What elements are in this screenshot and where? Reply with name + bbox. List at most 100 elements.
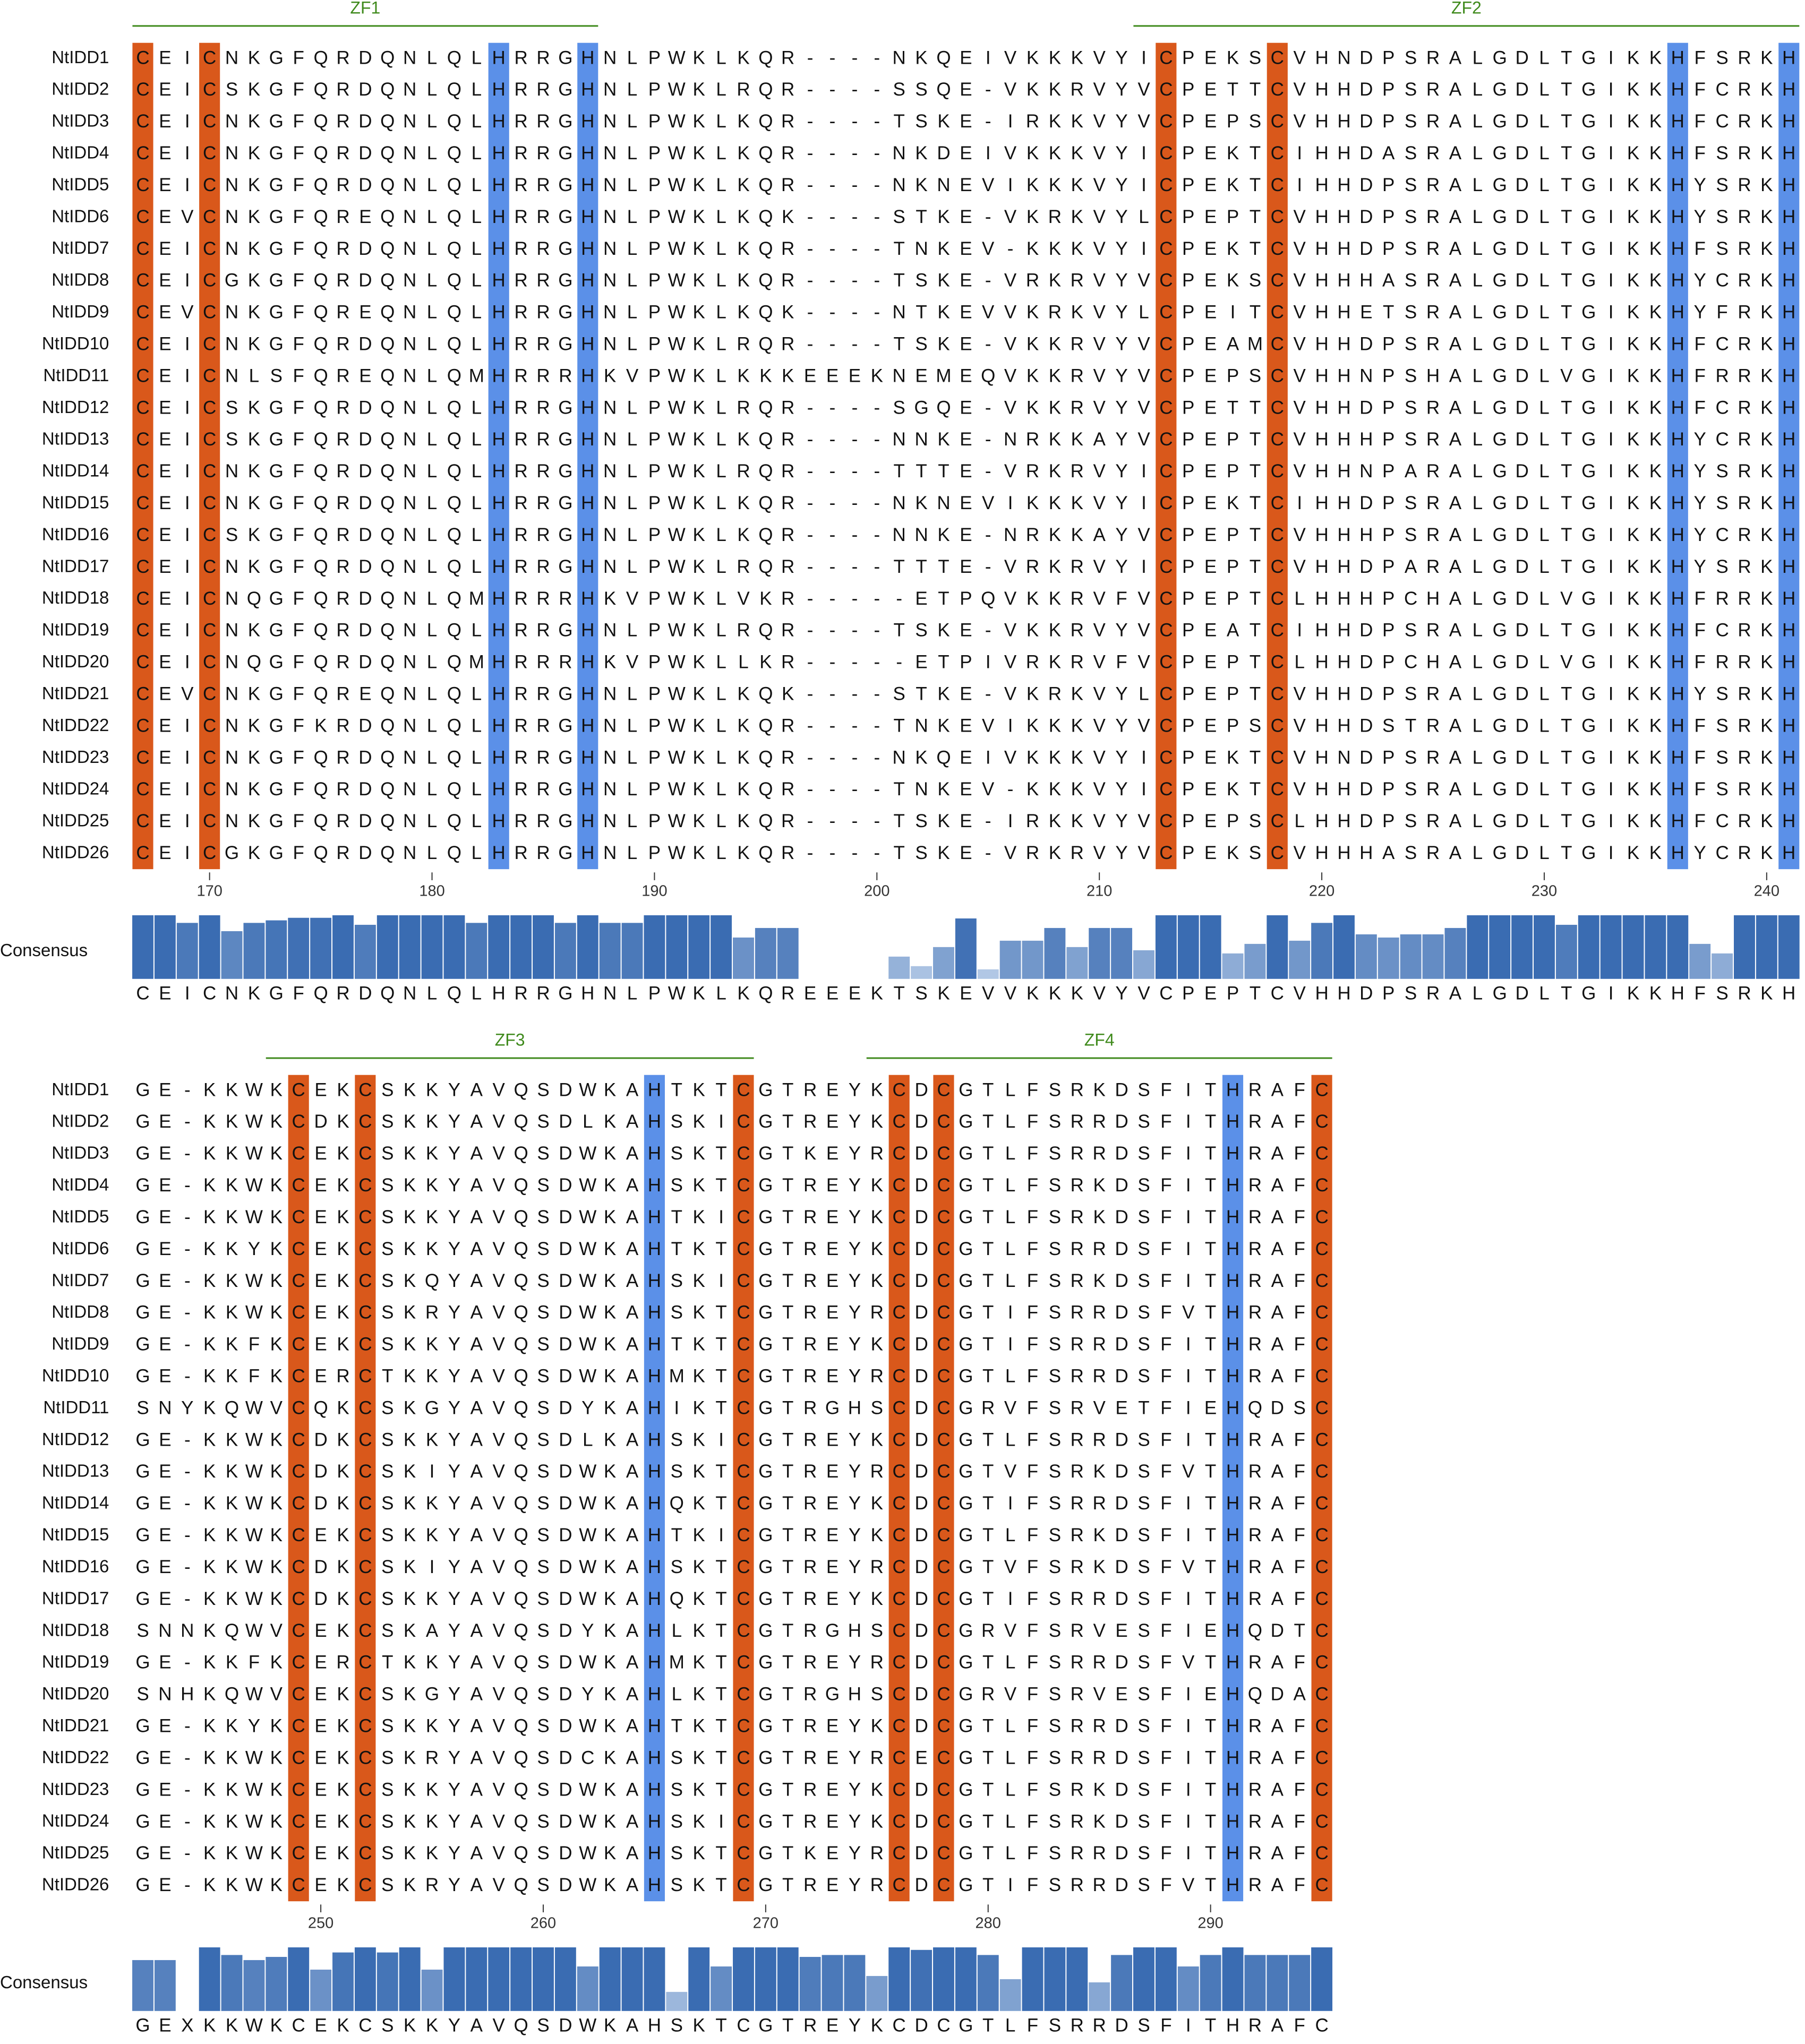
sequence: CEICGKGFQRDQNLQLHRRGHNLPWKLKQR----TSKE-V… <box>136 843 1795 863</box>
consensus-bar <box>1089 927 1110 979</box>
consensus-bar <box>777 927 799 979</box>
sequence-name: NtIDD1 <box>52 47 109 67</box>
consensus-bar <box>977 969 999 979</box>
alignment-block: ZF3 ZF4 NtIDD1 GE-KKWKCEKCSKKYAVQSDWKAHTKTC… <box>0 1030 1333 2036</box>
consensus-label: Consensus <box>0 940 88 960</box>
consensus-bar <box>1578 915 1599 979</box>
sequence: CEICGKGFQRDQNLQLHRRGHNLPWKLKQR----TSKE-V… <box>136 270 1795 291</box>
consensus-bar <box>443 915 465 979</box>
sequence-name: NtIDD11 <box>43 365 109 385</box>
sequence-name: NtIDD4 <box>52 142 109 162</box>
consensus-bar <box>488 1947 510 2011</box>
sequence: CEICSKGFQRDQNLQLHRRGHNLPWKLKQR----NNKE-N… <box>136 429 1795 450</box>
consensus-bar <box>1378 937 1399 979</box>
consensus-bar <box>1244 943 1266 979</box>
sequence-name: NtIDD16 <box>42 1556 109 1576</box>
sequence: GE-KKFKCEKCSKKYAVQSDWKAHTKTCGTREYKCDCGTI… <box>135 1334 1328 1355</box>
consensus-bar <box>399 915 421 979</box>
zf-label: ZF1 <box>350 0 380 18</box>
sequence: CEVCNKGFQREQNLQLHRRGHNLPWKLKQK----NTKEVV… <box>136 302 1795 323</box>
his-column <box>1667 42 1688 870</box>
consensus-bar <box>1400 934 1422 979</box>
sequence-name: NtIDD9 <box>52 302 109 321</box>
position-label: 180 <box>419 883 444 900</box>
consensus-bar <box>1155 915 1177 979</box>
sequence-name: NtIDD23 <box>42 1779 109 1799</box>
sequence-name: NtIDD11 <box>43 1397 109 1417</box>
consensus-bar <box>199 1947 220 2011</box>
position-label: 280 <box>976 1915 1001 1932</box>
sequence-name: NtIDD15 <box>42 493 109 512</box>
sequence: GE-KKWKCEKCSKKYAVQSDWKAHSKICGTREYKCDCGTL… <box>135 1811 1328 1832</box>
consensus-bar <box>599 1947 621 2011</box>
consensus-bar <box>288 1947 310 2011</box>
sequence: GE-KKWKCEKCSKKYAVQSDWKAHSKTCGTKEYRCDCGTL… <box>135 1143 1328 1164</box>
consensus-label: Consensus <box>0 1972 88 1992</box>
sequence-name: NtIDD17 <box>42 1588 109 1608</box>
sequence-name: NtIDD1 <box>52 1079 109 1099</box>
sequence-name: NtIDD26 <box>42 1875 109 1894</box>
sequence-name: NtIDD16 <box>42 524 109 544</box>
consensus-bar <box>310 917 332 979</box>
consensus-bar <box>577 1966 598 2011</box>
consensus-bar <box>955 918 977 979</box>
sequence: CEICNKGFKRDQNLQLHRRGHNLPWKLKQR----TNKEVI… <box>136 715 1795 736</box>
consensus-bar <box>999 1979 1021 2011</box>
sequence-name: NtIDD13 <box>42 429 109 449</box>
consensus-bar <box>1555 924 1577 979</box>
consensus-bar <box>1778 915 1800 979</box>
consensus-bar <box>176 923 198 979</box>
consensus-bar <box>154 915 176 979</box>
position-label: 260 <box>531 1915 556 1932</box>
consensus-bar <box>911 966 933 979</box>
consensus-bar <box>554 1947 576 2011</box>
consensus-bar <box>132 1960 153 2011</box>
consensus-bar <box>1244 1955 1266 2011</box>
sequence: GE-KKYKCEKCSKKYAVQSDWKAHTKTCGTREYKCDCGTL… <box>135 1716 1328 1737</box>
zf-label: ZF4 <box>1084 1030 1115 1050</box>
cys-column <box>288 1075 309 1902</box>
sequence: GE-KKWKCEKCSKRYAVQSDWKAHSKTCGTREYRCDCGTI… <box>135 1302 1328 1323</box>
sequence: CEICNKGFQRDQNLQLHRRGHNLPWKLKQR----TNKEV-… <box>136 238 1795 259</box>
position-label: 240 <box>1754 883 1780 900</box>
sequence-name: NtIDD5 <box>52 174 109 194</box>
consensus-bar <box>1267 1955 1288 2011</box>
consensus-bar <box>577 915 598 979</box>
sequence: CEICSKGFQRDQNLQLHRRGHNLPWKLRQR----SSQE-V… <box>136 79 1795 100</box>
consensus-bar <box>822 1955 843 2011</box>
consensus-bar <box>332 915 354 979</box>
consensus-bar <box>711 1966 732 2011</box>
sequence-name: NtIDD5 <box>52 1206 109 1226</box>
sequence-name: NtIDD21 <box>42 1715 109 1735</box>
consensus-bar <box>488 915 510 979</box>
position-label: 220 <box>1309 883 1334 900</box>
consensus-bar <box>1311 1947 1333 2011</box>
his-column <box>644 1075 665 1902</box>
consensus-bar <box>1066 947 1088 979</box>
cys-column <box>933 1075 954 1902</box>
sequence: GE-KKWKCDKCSKKYAVQSDLKAHSKICGTREYKCDCGTL… <box>135 1429 1328 1450</box>
sequence-name: NtIDD20 <box>42 1684 109 1703</box>
consensus-bar <box>310 1969 332 2011</box>
sequence-name: NtIDD2 <box>52 79 109 99</box>
consensus-bar <box>866 1976 888 2011</box>
consensus-bar <box>243 1960 265 2011</box>
consensus-bar <box>1734 915 1755 979</box>
sequence-name: NtIDD10 <box>42 1365 109 1385</box>
consensus-bar <box>421 915 443 979</box>
consensus-bar <box>354 1947 376 2011</box>
consensus-bar <box>377 915 398 979</box>
cys-column <box>1156 42 1177 870</box>
cys-column <box>888 1075 910 1902</box>
consensus-bar <box>1444 927 1466 979</box>
sequence: GE-KKWKCDKCSKIYAVQSDWKAHSKTCGTREYRCDCGTV… <box>135 1557 1328 1577</box>
consensus-bar <box>132 915 153 979</box>
sequence: CEICSKGFQRDQNLQLHRRGHNLPWKLKQR----NNKE-N… <box>136 525 1795 545</box>
sequence-name: NtIDD10 <box>42 333 109 353</box>
consensus-bar <box>1022 1947 1043 2011</box>
consensus-bar <box>1467 915 1489 979</box>
consensus-bar <box>533 915 554 979</box>
sequence: GE-KKWKCEKCSKKYAVQSDWKAHTKTCGTREYKCDCGTL… <box>135 1079 1328 1100</box>
consensus-bar <box>510 1947 532 2011</box>
sequence-name: NtIDD4 <box>52 1175 109 1195</box>
